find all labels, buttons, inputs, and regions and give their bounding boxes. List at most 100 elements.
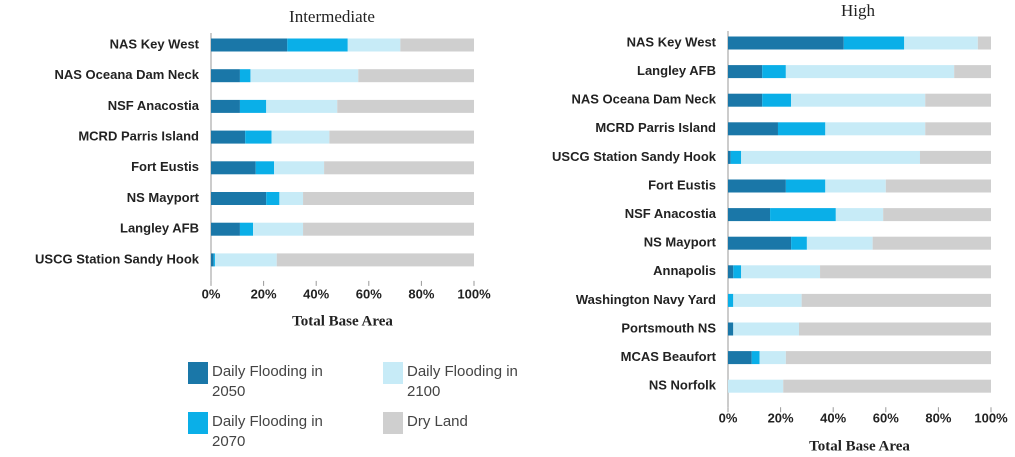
y-tick-label: MCRD Parris Island	[595, 120, 716, 135]
bar-segment	[820, 265, 991, 279]
bar-segment	[733, 322, 800, 336]
chart-title: Intermediate	[289, 7, 375, 26]
y-tick-label: NAS Oceana Dam Neck	[54, 67, 199, 82]
bar-segment	[728, 65, 763, 79]
x-tick-label: 20%	[251, 286, 277, 301]
bar-segment	[211, 130, 246, 144]
bar-segment	[785, 179, 826, 193]
bar-segment	[255, 161, 275, 175]
bar-segment	[266, 192, 280, 205]
bar-segment	[799, 322, 991, 336]
bar-segment	[287, 38, 348, 52]
legend-swatch	[188, 412, 208, 434]
x-tick-label: 40%	[303, 286, 329, 301]
y-tick-label: Fort Eustis	[648, 177, 716, 192]
bar-segment	[791, 236, 807, 250]
bar-segment	[358, 69, 474, 83]
bar-segment	[730, 150, 742, 164]
bar-segment	[266, 99, 338, 113]
bar-segment	[762, 65, 786, 79]
legend-label: Daily Flooding in 2070	[212, 413, 323, 450]
legend-swatch	[188, 362, 208, 384]
bar-segment	[347, 38, 401, 52]
x-tick-label: 0%	[202, 286, 221, 301]
x-axis-label: Total Base Area	[809, 438, 910, 454]
bar-segment	[872, 236, 991, 250]
bar-segment	[954, 65, 991, 79]
bar-segment	[211, 69, 240, 83]
bar-segment	[777, 122, 826, 136]
bar-segment	[279, 192, 304, 205]
bar-segment	[213, 253, 215, 267]
x-tick-label: 100%	[457, 286, 491, 301]
bar-segment	[728, 179, 786, 193]
bar-segment	[250, 69, 359, 83]
x-tick-label: 100%	[974, 410, 1008, 425]
y-tick-label: Fort Eustis	[131, 159, 199, 174]
bar-segment	[785, 351, 991, 365]
bar-segment	[728, 322, 734, 336]
bar-segment	[211, 99, 240, 113]
bar-segment	[211, 253, 214, 267]
bar-segment	[245, 130, 272, 144]
bar-segment	[791, 93, 926, 107]
bar-segment	[239, 99, 267, 113]
bar-segment	[885, 179, 991, 193]
bar-segment	[728, 150, 731, 164]
bar-segment	[329, 130, 474, 144]
bar-segment	[733, 293, 802, 307]
y-tick-label: NAS Key West	[627, 34, 717, 49]
bar-segment	[783, 379, 991, 393]
y-tick-label: NAS Oceana Dam Neck	[571, 92, 716, 107]
bar-segment	[337, 99, 474, 113]
bar-segment	[728, 236, 792, 250]
legend-label: Dry Land	[407, 413, 468, 430]
chart-title: High	[841, 1, 876, 20]
x-tick-label: 40%	[820, 410, 846, 425]
bar-segment	[276, 253, 474, 267]
bar-segment	[825, 179, 886, 193]
bar-segment	[883, 208, 991, 222]
bar-segment	[728, 293, 734, 307]
legend-swatch	[383, 412, 403, 434]
bar-segment	[728, 36, 844, 50]
y-tick-label: Annapolis	[653, 263, 716, 278]
y-tick-label: Langley AFB	[120, 221, 199, 236]
x-tick-label: 80%	[408, 286, 434, 301]
bar-segment	[977, 36, 991, 50]
bar-segment	[303, 222, 474, 236]
bar-segment	[806, 236, 873, 250]
legend-swatch	[383, 362, 403, 384]
bar-segment	[925, 93, 991, 107]
bar-segment	[400, 38, 474, 52]
bar-segment	[904, 36, 978, 50]
y-tick-label: USCG Station Sandy Hook	[35, 251, 200, 266]
bar-segment	[728, 93, 763, 107]
y-tick-label: USCG Station Sandy Hook	[552, 149, 717, 164]
bar-segment	[751, 351, 760, 365]
bar-segment	[271, 130, 330, 144]
y-tick-label: Langley AFB	[637, 63, 716, 78]
bar-segment	[728, 208, 771, 222]
bar-segment	[762, 93, 792, 107]
bar-segment	[728, 122, 778, 136]
bar-segment	[741, 150, 920, 164]
y-tick-label: NSF Anacostia	[108, 98, 200, 113]
bar-segment	[741, 265, 821, 279]
x-tick-label: 80%	[925, 410, 951, 425]
bar-segment	[785, 65, 955, 79]
bar-segment	[919, 150, 991, 164]
legend-label: Daily Flooding in 2050	[212, 363, 323, 400]
x-tick-label: 0%	[719, 410, 738, 425]
bar-segment	[211, 161, 256, 175]
bar-segment	[211, 222, 240, 236]
y-tick-label: NAS Key West	[110, 36, 200, 51]
bar-segment	[728, 379, 784, 393]
bar-segment	[925, 122, 991, 136]
bar-segment	[728, 265, 734, 279]
bar-segment	[324, 161, 474, 175]
bar-segment	[211, 192, 267, 205]
y-tick-label: MCAS Beaufort	[621, 349, 717, 364]
